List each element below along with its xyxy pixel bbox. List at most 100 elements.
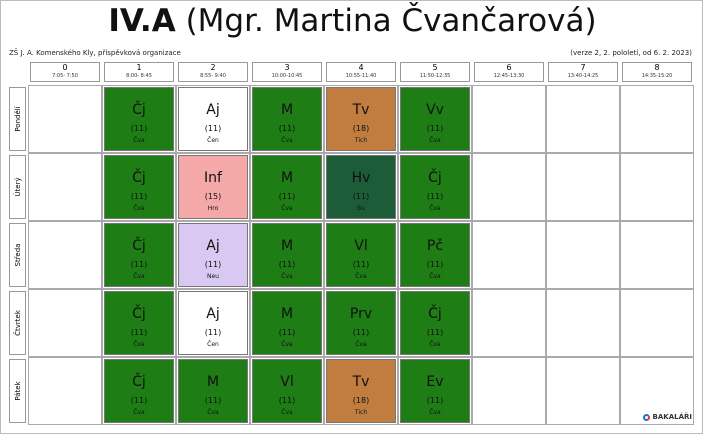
cell bbox=[102, 221, 176, 289]
teacher: Hro bbox=[207, 205, 219, 212]
subject: Vl bbox=[354, 238, 368, 254]
subject: M bbox=[280, 102, 294, 118]
period-header: 2 8:55- 9:40 bbox=[178, 62, 248, 82]
cell bbox=[472, 85, 546, 153]
lesson: Čj (11) Čva bbox=[400, 155, 470, 219]
room: (11) bbox=[204, 124, 222, 133]
subject: Tv bbox=[352, 374, 370, 390]
period-header: 0 7:05- 7:50 bbox=[30, 62, 100, 82]
subject: Pč bbox=[426, 238, 444, 254]
period-number: 1 bbox=[136, 63, 142, 72]
subject: M bbox=[280, 170, 294, 186]
lesson: Aj (11) Neu bbox=[178, 223, 248, 287]
room: (11) bbox=[278, 192, 296, 201]
room: (11) bbox=[352, 328, 370, 337]
room: (11) bbox=[352, 260, 370, 269]
subject: Vv bbox=[426, 102, 444, 118]
class-name: IV.A bbox=[108, 3, 176, 39]
teacher: Čva bbox=[429, 273, 441, 280]
cell bbox=[324, 289, 398, 357]
subject: Čj bbox=[132, 170, 146, 186]
cell bbox=[102, 357, 176, 425]
lesson: M (11) Čva bbox=[252, 223, 322, 287]
period-time: 7:05- 7:50 bbox=[52, 73, 78, 79]
teacher: Čva bbox=[281, 273, 293, 280]
cell bbox=[28, 153, 102, 221]
cell bbox=[324, 85, 398, 153]
lesson: Čj (11) Čva bbox=[104, 155, 174, 219]
period-header: 4 10:55-11:40 bbox=[326, 62, 396, 82]
period-time: 8:55- 9:40 bbox=[200, 73, 226, 79]
room: (11) bbox=[426, 328, 444, 337]
cell bbox=[324, 153, 398, 221]
period-number: 3 bbox=[284, 63, 290, 72]
cell bbox=[398, 85, 472, 153]
period-number: 4 bbox=[358, 63, 364, 72]
lesson: Aj (11) Čen bbox=[178, 291, 248, 355]
lesson: Pč (11) Čva bbox=[400, 223, 470, 287]
cell bbox=[28, 357, 102, 425]
cell bbox=[546, 85, 620, 153]
period-time: 8:00- 8:45 bbox=[126, 73, 152, 79]
day-label: Pátek bbox=[13, 381, 22, 401]
subject: Hv bbox=[351, 170, 371, 186]
cell bbox=[620, 357, 694, 425]
day-label-box: Čtvrtek bbox=[9, 291, 26, 355]
lesson: Čj (11) Čva bbox=[104, 359, 174, 423]
class-teacher: (Mgr. Martina Čvančarová) bbox=[185, 3, 597, 39]
cell bbox=[324, 221, 398, 289]
cell bbox=[546, 221, 620, 289]
period-time: 14:35-15:20 bbox=[641, 73, 673, 79]
teacher: Čen bbox=[207, 341, 219, 348]
room: (11) bbox=[426, 124, 444, 133]
period-time: 10:00-10:45 bbox=[271, 73, 303, 79]
room: (11) bbox=[130, 328, 148, 337]
room: (11) bbox=[130, 260, 148, 269]
logo-text: BAKALÁŘI bbox=[652, 413, 692, 421]
cell bbox=[546, 289, 620, 357]
subject: Vl bbox=[280, 374, 294, 390]
subject: Čj bbox=[132, 102, 146, 118]
lesson: Inf (15) Hro bbox=[178, 155, 248, 219]
cell bbox=[472, 221, 546, 289]
title: IV.A (Mgr. Martina Čvančarová) bbox=[1, 3, 702, 39]
period-number: 6 bbox=[506, 63, 512, 72]
teacher: Čva bbox=[207, 409, 219, 416]
teacher: Čva bbox=[133, 409, 145, 416]
room: (11) bbox=[278, 124, 296, 133]
period-number: 2 bbox=[210, 63, 216, 72]
lesson: M (11) Čva bbox=[252, 155, 322, 219]
period-time: 11:50-12:35 bbox=[419, 73, 451, 79]
logo: BAKALÁŘI bbox=[642, 413, 692, 421]
cell bbox=[28, 289, 102, 357]
cell bbox=[398, 289, 472, 357]
subject: Čj bbox=[132, 238, 146, 254]
teacher: Čva bbox=[429, 409, 441, 416]
cell bbox=[250, 289, 324, 357]
room: (11) bbox=[278, 396, 296, 405]
day-label-box: Středa bbox=[9, 223, 26, 287]
teacher: Čva bbox=[355, 273, 367, 280]
subject: Čj bbox=[132, 374, 146, 390]
room: (11) bbox=[130, 192, 148, 201]
room: (11) bbox=[130, 396, 148, 405]
period-time: 10:55-11:40 bbox=[345, 73, 377, 79]
lesson: Ev (11) Čva bbox=[400, 359, 470, 423]
subject: Aj bbox=[206, 102, 220, 118]
cell bbox=[28, 221, 102, 289]
teacher: Čen bbox=[207, 137, 219, 144]
teacher: Čva bbox=[133, 205, 145, 212]
teacher: Čva bbox=[281, 341, 293, 348]
lesson: Čj (11) Čva bbox=[104, 223, 174, 287]
subject: Inf bbox=[204, 170, 222, 186]
subject: Aj bbox=[206, 238, 220, 254]
teacher: Bu bbox=[357, 205, 365, 212]
cell bbox=[250, 85, 324, 153]
day-label: Středa bbox=[13, 243, 22, 267]
room: (11) bbox=[204, 260, 222, 269]
lesson: Vl (11) Čva bbox=[326, 223, 396, 287]
period-time: 12:45-13:30 bbox=[493, 73, 525, 79]
teacher: Čva bbox=[429, 205, 441, 212]
period-header: 5 11:50-12:35 bbox=[400, 62, 470, 82]
